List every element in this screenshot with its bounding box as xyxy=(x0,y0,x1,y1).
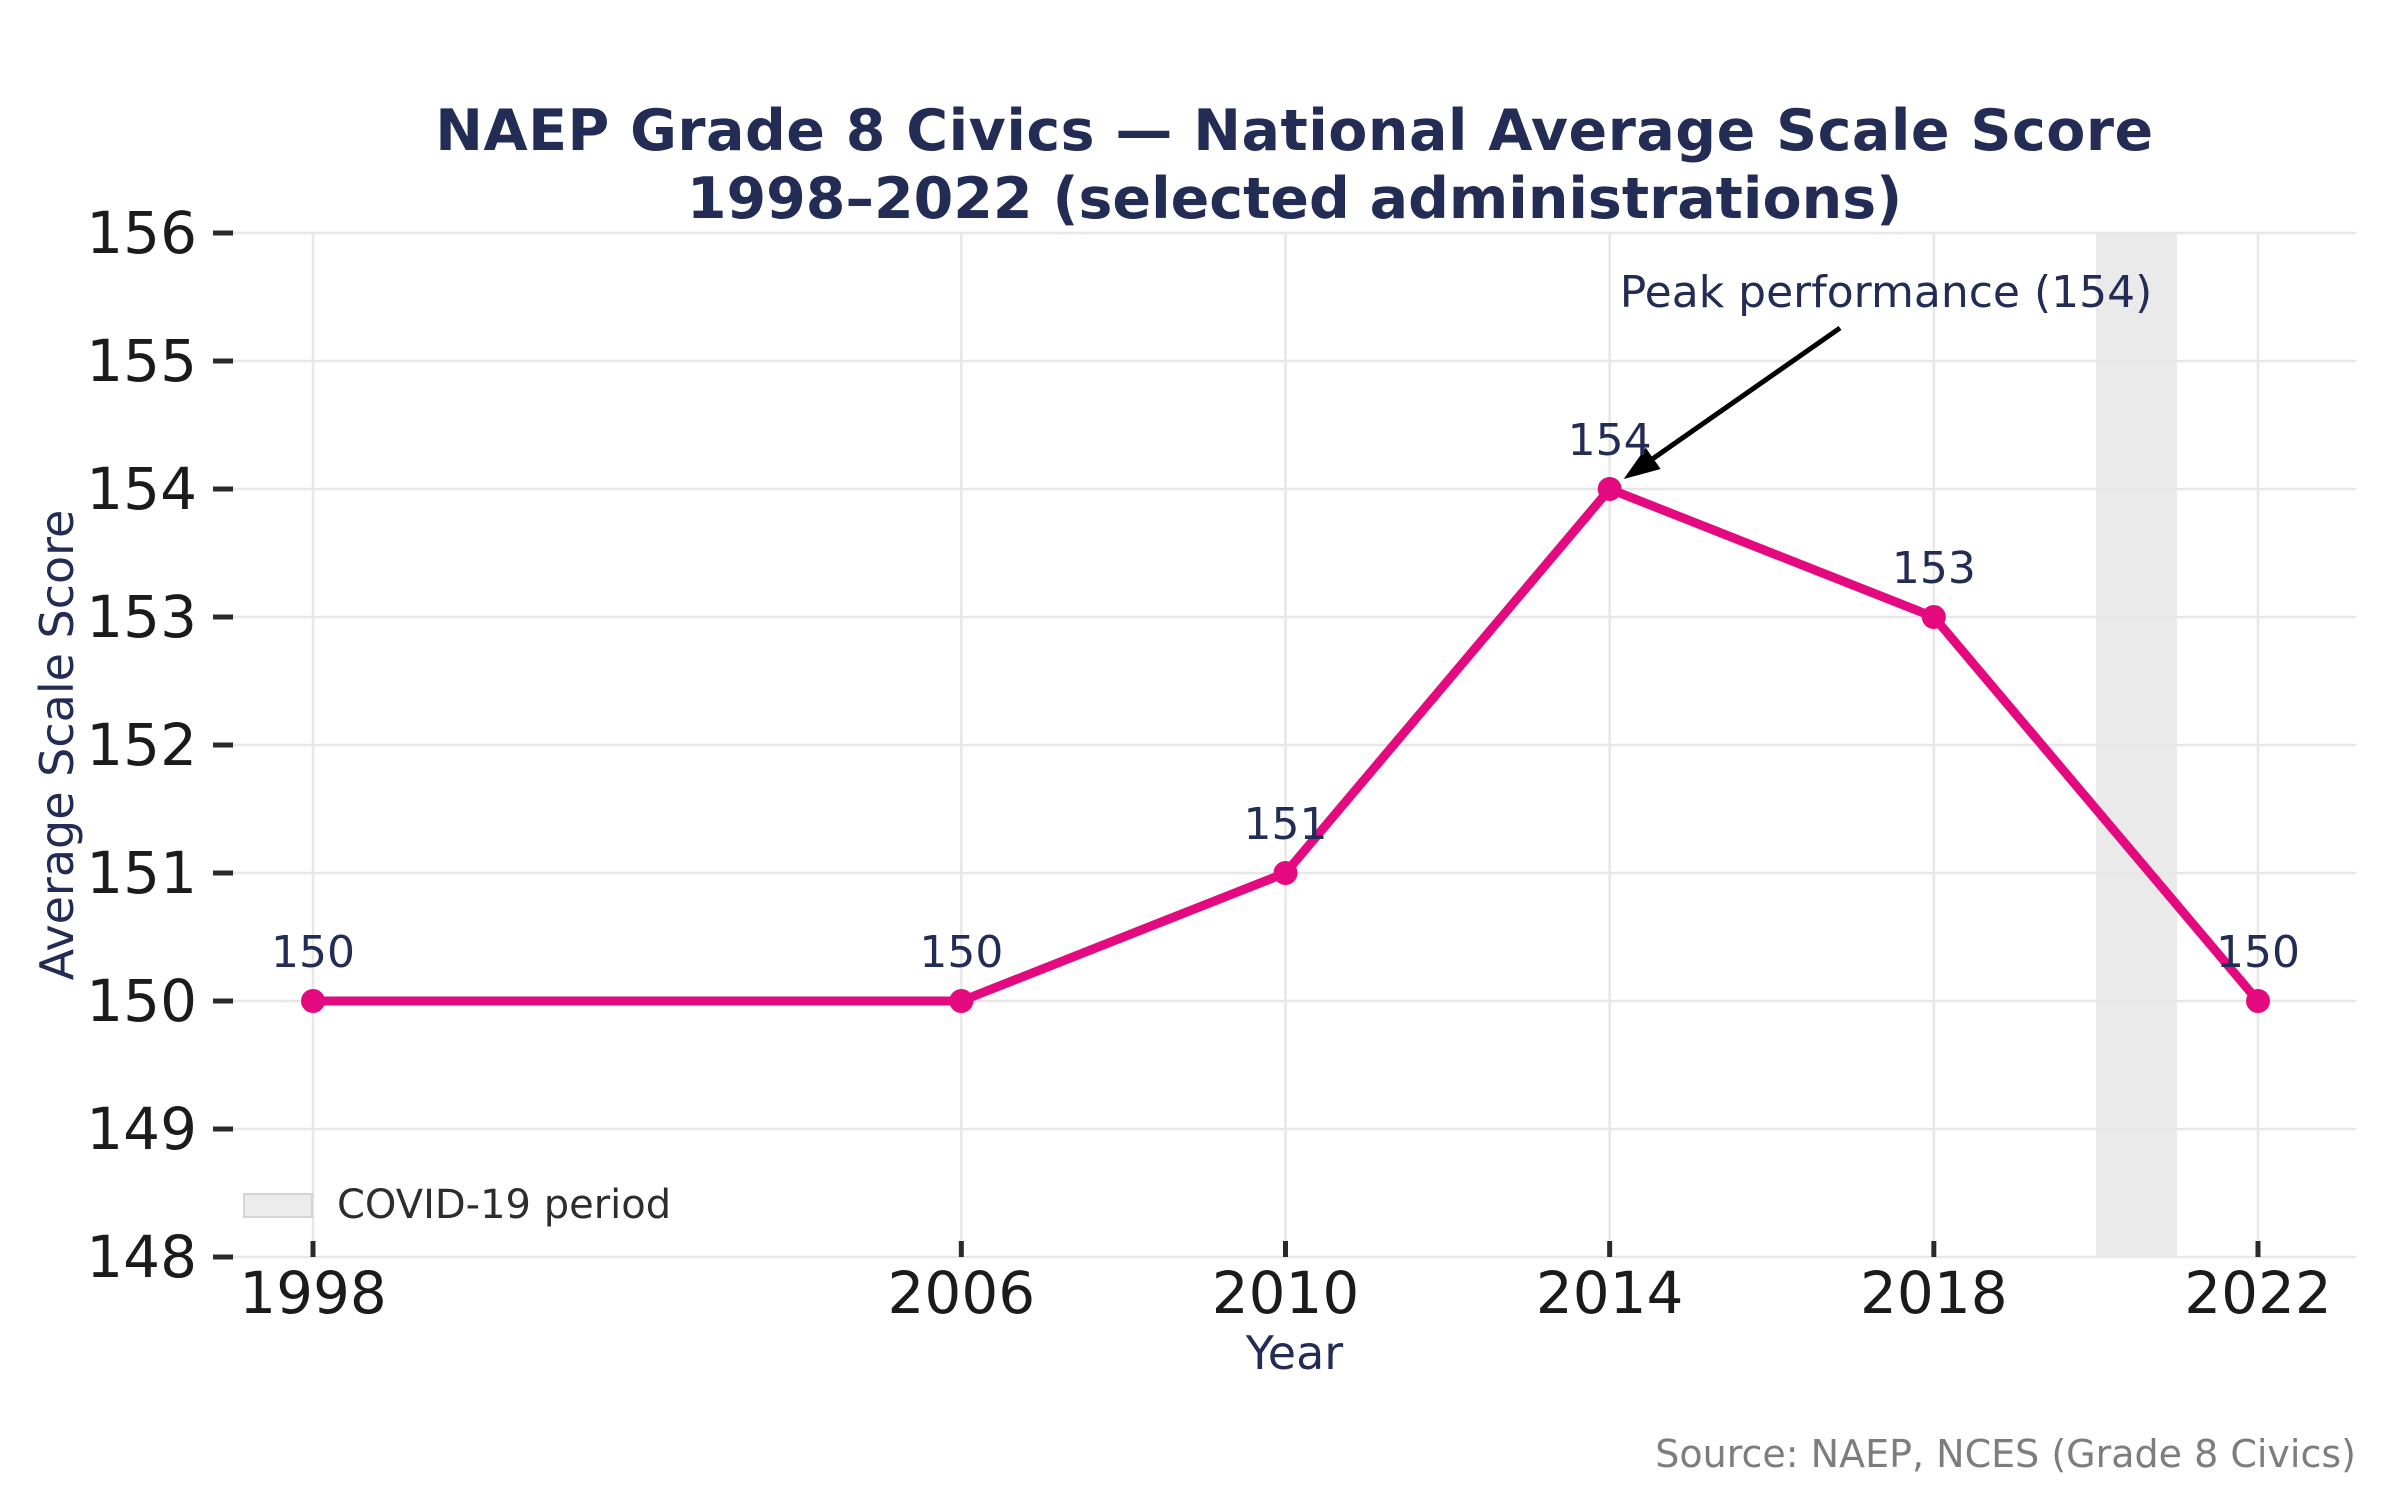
legend-covid-label: COVID-19 period xyxy=(337,1182,672,1228)
y-tick-label-154: 154 xyxy=(86,455,197,523)
y-tick-label-149: 149 xyxy=(86,1095,197,1163)
annotation-peak-performance: Peak performance (154) xyxy=(1619,267,2153,318)
source-note: Source: NAEP, NCES (Grade 8 Civics) xyxy=(1655,1432,2356,1476)
y-tick-label-156: 156 xyxy=(86,199,197,267)
x-tick-label-2022: 2022 xyxy=(2184,1259,2332,1327)
y-tick-label-148: 148 xyxy=(86,1223,197,1291)
annotation-arrowhead xyxy=(1623,447,1661,479)
x-tick-label-2014: 2014 xyxy=(1535,1259,1684,1327)
data-point-2014 xyxy=(1597,477,1622,501)
data-label-2018: 153 xyxy=(1891,543,1976,594)
data-label-2014: 154 xyxy=(1567,415,1652,466)
x-tick-label-2018: 2018 xyxy=(1860,1259,2008,1327)
x-tick-label-2006: 2006 xyxy=(887,1259,1036,1327)
annotation-arrow-shaft xyxy=(1651,325,1842,461)
legend-covid-swatch xyxy=(243,1193,313,1218)
y-tick-label-152: 152 xyxy=(86,711,197,779)
y-tick-label-155: 155 xyxy=(86,327,197,395)
data-point-2022 xyxy=(2246,989,2270,1013)
data-label-2022: 150 xyxy=(2216,927,2300,978)
y-tick-label-150: 150 xyxy=(86,967,197,1035)
data-point-2006 xyxy=(949,989,974,1013)
y-tick-label-151: 151 xyxy=(86,839,197,907)
data-label-2006: 150 xyxy=(919,927,1004,978)
data-label-1998: 150 xyxy=(271,927,355,978)
x-tick-label-2010: 2010 xyxy=(1211,1259,1360,1327)
y-tick-label-153: 153 xyxy=(86,583,197,651)
data-point-2018 xyxy=(1921,605,1946,629)
x-axis-label: Year xyxy=(1245,1326,1344,1380)
chart-title-line2: 1998–2022 (selected administrations) xyxy=(686,166,1903,232)
chart-title-line1: NAEP Grade 8 Civics — National Average S… xyxy=(435,98,2154,164)
data-label-2010: 151 xyxy=(1243,799,1328,850)
x-tick-label-1998: 1998 xyxy=(239,1259,387,1327)
data-point-1998 xyxy=(301,989,325,1013)
data-point-2010 xyxy=(1273,861,1298,885)
score-line xyxy=(308,484,2263,1006)
